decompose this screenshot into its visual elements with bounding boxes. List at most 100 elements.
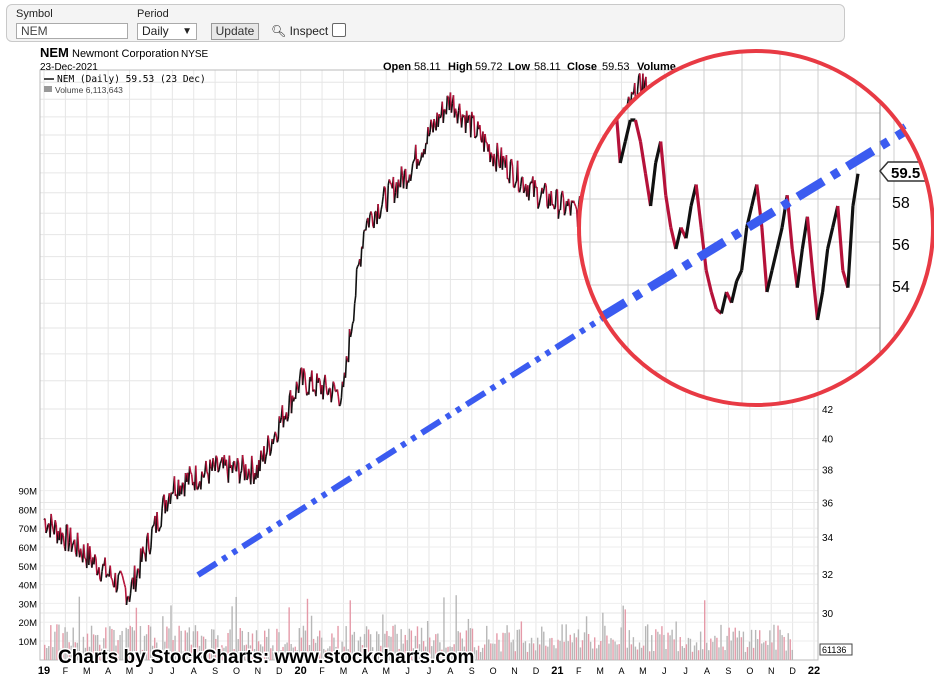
volume-tick-label: 70M	[19, 524, 38, 535]
x-tick-label: S	[469, 666, 475, 676]
volume-bar	[125, 627, 127, 660]
price-segment	[439, 115, 442, 119]
volume-bar	[553, 645, 555, 660]
price-segment	[152, 524, 155, 527]
price-segment	[209, 459, 212, 467]
volume-bar	[200, 635, 203, 660]
volume-bar	[292, 647, 294, 660]
price-segment	[94, 554, 97, 559]
price-segment	[371, 215, 374, 227]
volume-bar	[661, 626, 663, 660]
volume-bar	[431, 646, 433, 660]
zoom-price-segment	[765, 270, 774, 293]
volume-bar	[143, 635, 146, 660]
volume-bar	[555, 648, 557, 660]
zoom-price-segment	[618, 141, 627, 164]
price-segment	[150, 528, 153, 548]
volume-bar	[147, 625, 150, 660]
volume-bar	[259, 644, 262, 660]
zoom-price-segment	[820, 248, 830, 293]
zoom-price-segment	[608, 76, 617, 99]
price-segment	[194, 465, 198, 490]
price-segment	[563, 211, 567, 216]
price-segment	[95, 558, 98, 576]
volume-bar	[565, 624, 567, 660]
volume-bar	[396, 633, 398, 660]
volume-bar	[598, 644, 600, 660]
x-tick-label: M	[382, 666, 390, 676]
volume-bar	[486, 625, 488, 660]
price-segment	[218, 463, 221, 470]
price-segment	[89, 546, 92, 560]
price-segment	[381, 196, 384, 205]
zoom-circle	[577, 49, 934, 407]
price-segment	[79, 548, 83, 557]
volume-bar	[746, 647, 749, 660]
volume-bar	[384, 633, 386, 660]
volume-tick-label: 50M	[19, 562, 38, 573]
volume-bar	[241, 630, 243, 660]
volume-bar	[612, 639, 614, 660]
volume-bar	[390, 636, 392, 660]
period-select[interactable]: Daily ▼	[137, 23, 197, 40]
volume-bar	[679, 637, 681, 660]
volume-bar	[78, 596, 81, 660]
volume-bar	[451, 647, 453, 660]
volume-bar	[257, 641, 260, 660]
volume-bar	[777, 625, 779, 660]
volume-bar	[769, 630, 771, 660]
volume-bar	[109, 626, 111, 660]
volume-bar	[233, 649, 235, 660]
price-segment	[458, 103, 462, 118]
volume-bar	[278, 632, 280, 660]
price-segment	[368, 214, 371, 228]
price-segment	[100, 571, 103, 582]
price-segment	[166, 501, 170, 512]
price-segment	[493, 153, 496, 164]
inspect-toggle[interactable]: 🔍︎ Inspect	[271, 24, 328, 38]
inspect-checkbox[interactable]	[332, 23, 346, 37]
price-segment	[156, 512, 159, 530]
volume-bar	[673, 639, 675, 660]
price-segment	[357, 264, 360, 267]
volume-bar	[551, 637, 553, 660]
volume-bar	[520, 621, 523, 660]
volume-bar	[176, 651, 178, 660]
x-tick-label: F	[319, 666, 325, 676]
volume-bar	[426, 621, 429, 660]
volume-bar	[477, 645, 480, 660]
volume-bar	[164, 641, 166, 660]
price-segment	[518, 186, 522, 193]
price-segment	[250, 455, 254, 470]
price-segment	[379, 209, 382, 218]
price-segment	[158, 527, 161, 532]
update-button[interactable]: Update	[211, 23, 259, 40]
price-segment	[354, 269, 358, 296]
zoom-price-segment	[623, 119, 632, 142]
volume-bar	[689, 638, 692, 660]
price-segment	[50, 513, 53, 524]
zoom-price-segment	[735, 269, 744, 282]
volume-bar	[99, 644, 101, 660]
volume-bar	[632, 637, 635, 660]
price-segment	[359, 246, 363, 267]
volume-bar	[492, 643, 494, 660]
volume-bar	[608, 643, 610, 660]
zoom-price-segment	[603, 76, 612, 99]
price-segment	[201, 471, 204, 477]
volume-bar	[192, 631, 195, 660]
volume-bar	[123, 651, 125, 660]
price-segment	[44, 518, 47, 534]
volume-bar	[314, 642, 317, 660]
price-segment	[45, 529, 48, 534]
volume-bar	[158, 651, 160, 660]
volume-bar	[353, 631, 356, 660]
x-tick-label: A	[704, 666, 710, 676]
volume-bar	[490, 643, 492, 660]
price-segment	[137, 568, 140, 571]
volume-bar	[141, 649, 144, 660]
volume-bar	[773, 624, 775, 660]
symbol-input[interactable]: NEM	[16, 23, 128, 39]
zoom-price-segment	[810, 270, 820, 321]
volume-bar	[129, 625, 131, 660]
